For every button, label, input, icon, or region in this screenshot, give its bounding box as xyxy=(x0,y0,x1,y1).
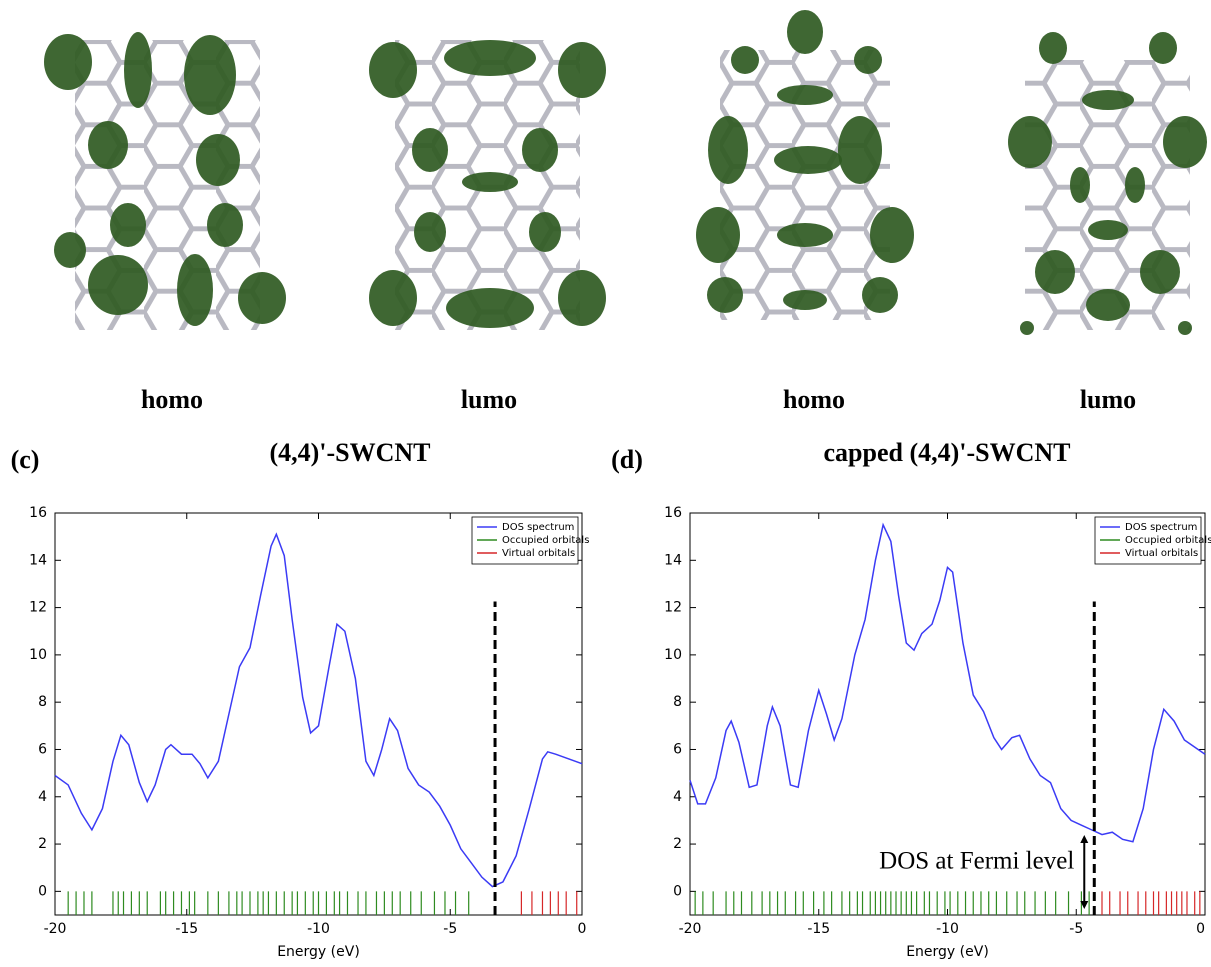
legend-label: Virtual orbitals xyxy=(502,548,575,559)
y-tick-label: 0 xyxy=(38,883,47,899)
y-tick-label: 0 xyxy=(673,883,682,899)
y-tick-label: 14 xyxy=(664,552,682,568)
legend-label: DOS spectrum xyxy=(1125,522,1197,533)
orbital-label: lumo xyxy=(461,385,517,414)
chart-title: capped (4,4)'-SWCNT xyxy=(823,438,1070,467)
x-tick-label: -15 xyxy=(807,921,830,937)
annotation: DOS at Fermi level xyxy=(879,848,1074,875)
panel-label: (c) xyxy=(11,445,40,474)
y-tick-label: 16 xyxy=(29,505,47,521)
y-tick-label: 8 xyxy=(38,694,47,710)
legend-label: DOS spectrum xyxy=(502,522,574,533)
x-tick-label: -15 xyxy=(175,921,198,937)
dos-line xyxy=(689,522,1206,843)
x-tick-label: -20 xyxy=(679,921,702,937)
x-tick-label: -10 xyxy=(936,921,959,937)
x-axis-label: Energy (eV) xyxy=(906,944,989,960)
y-tick-label: 10 xyxy=(664,647,682,663)
plot-frame xyxy=(54,512,583,916)
y-tick-label: 12 xyxy=(664,600,682,616)
y-tick-label: 14 xyxy=(29,552,47,568)
legend-label: Virtual orbitals xyxy=(1125,548,1198,559)
chart-panel: (d) capped (4,4)'-SWCNT 0 2 4 6 8 10 12 14 16 -20 -1… xyxy=(611,438,1211,960)
y-tick-label: 4 xyxy=(673,789,682,805)
y-tick-label: 10 xyxy=(29,647,47,663)
x-tick-label: -20 xyxy=(44,921,67,937)
x-tick-label: 0 xyxy=(578,921,587,937)
y-tick-label: 12 xyxy=(29,600,47,616)
orbital-label: lumo xyxy=(1080,385,1136,414)
chart-panel: (c) (4,4)'-SWCNT 0 2 4 6 8 10 12 14 16 -20 -15 -10 -5 0… xyxy=(11,438,590,960)
molecule-homo-d xyxy=(696,10,914,320)
arrow-head xyxy=(1080,835,1089,909)
legend-label: Occupied orbitals xyxy=(502,535,589,546)
x-axis-label: Energy (eV) xyxy=(277,944,360,960)
x-tick-label: 0 xyxy=(1196,921,1205,937)
y-tick-label: 4 xyxy=(38,789,47,805)
orbital-label: homo xyxy=(783,385,845,414)
x-tick-label: -5 xyxy=(1069,921,1083,937)
dos-line xyxy=(54,532,583,888)
y-tick-label: 8 xyxy=(673,694,682,710)
orbital-label: homo xyxy=(141,385,203,414)
y-tick-label: 6 xyxy=(673,741,682,757)
molecule-lumo-c xyxy=(369,40,606,330)
panel-label: (d) xyxy=(611,445,643,474)
molecule-lumo-d xyxy=(1008,32,1207,335)
x-tick-label: -10 xyxy=(307,921,330,937)
chart-title: (4,4)'-SWCNT xyxy=(269,438,430,467)
y-tick-label: 16 xyxy=(664,505,682,521)
y-tick-label: 6 xyxy=(38,741,47,757)
y-tick-label: 2 xyxy=(673,836,682,852)
x-tick-label: -5 xyxy=(443,921,457,937)
y-tick-label: 2 xyxy=(38,836,47,852)
legend-label: Occupied orbitals xyxy=(1125,535,1211,546)
molecule-homo-c xyxy=(44,32,286,330)
